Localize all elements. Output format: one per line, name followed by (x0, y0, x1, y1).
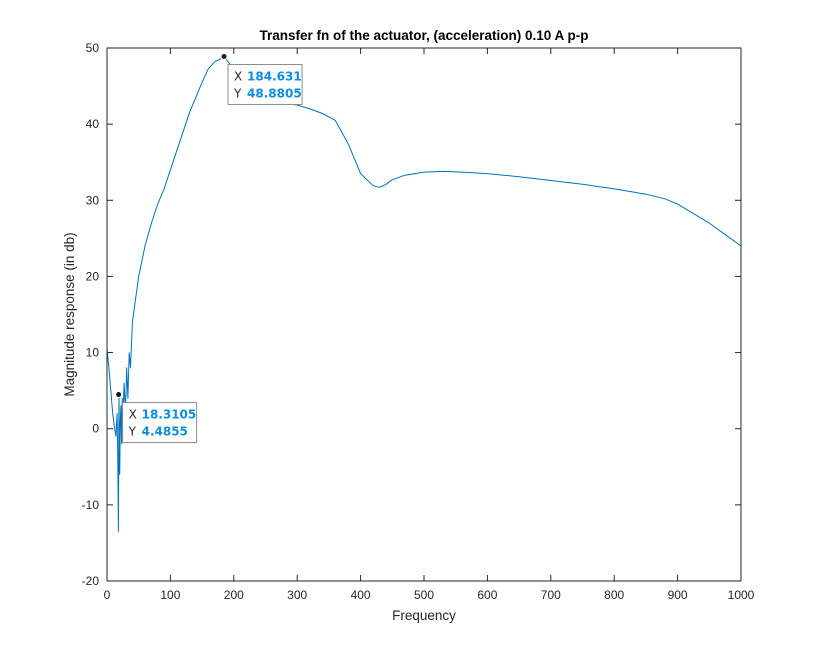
plot-area (107, 48, 741, 581)
datatip-y-value: 48.8805 (247, 87, 302, 101)
axes-box (106, 47, 742, 582)
datatip-x-value: 184.631 (247, 70, 302, 84)
datatip-y-key: Y (233, 87, 242, 101)
x-tick-label: 800 (604, 588, 624, 602)
x-tick-label: 500 (414, 588, 434, 602)
datatip-x-value: 18.3105 (142, 408, 197, 422)
datatip-x-key: X (129, 408, 137, 422)
y-tick-label: 10 (86, 346, 100, 360)
y-tick-label: 20 (86, 269, 100, 283)
datatip-box (227, 64, 303, 106)
datatip-box (122, 402, 198, 444)
ticks: 0 100 200 300 400 500 600 700 800 900 1000 -20 -10 0 1… (82, 41, 755, 602)
x-tick-label: 400 (351, 588, 371, 602)
x-axis-label: Frequency (392, 608, 456, 623)
x-tick-label: 0 (104, 588, 111, 602)
y-tick-label: 30 (86, 193, 100, 207)
y-tick-label: -10 (82, 498, 100, 512)
datatip-marker (115, 391, 123, 399)
y-tick-label: 0 (92, 422, 99, 436)
y-tick-label: 40 (86, 117, 100, 131)
x-tick-label: 100 (160, 588, 180, 602)
series-layer (106, 56, 742, 532)
x-tick-label: 300 (287, 588, 307, 602)
y-axis-label: Magnitude response (in db) (62, 232, 77, 396)
x-tick-label: 600 (477, 588, 497, 602)
x-tick-label: 900 (668, 588, 688, 602)
y-tick-label: -20 (82, 574, 100, 588)
datatip-y-value: 4.4855 (142, 425, 188, 439)
chart-title: Transfer fn of the actuator, (accelerati… (259, 28, 588, 43)
datatip[interactable]: X 18.3105 Y 4.4855 (115, 391, 198, 444)
datatip-y-key: Y (128, 425, 137, 439)
datatip-marker (220, 53, 228, 61)
series-line (106, 56, 742, 532)
datatips-layer: X 184.631 Y 48.8805 X 18.3105 Y 4.4855 (115, 53, 303, 444)
datatip[interactable]: X 184.631 Y 48.8805 (220, 53, 303, 106)
x-tick-label: 200 (224, 588, 244, 602)
y-tick-label: 50 (86, 41, 100, 55)
x-tick-label: 700 (541, 588, 561, 602)
x-tick-label: 1000 (728, 588, 755, 602)
datatip-x-key: X (234, 70, 242, 84)
